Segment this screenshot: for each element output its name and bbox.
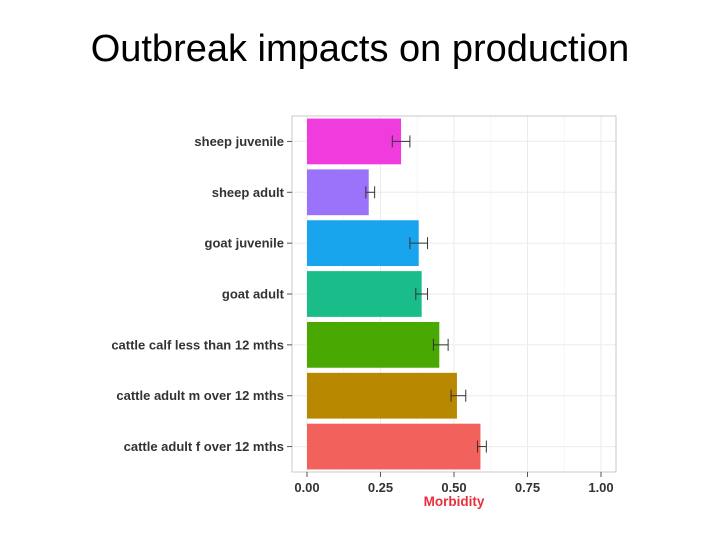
category-label: sheep juvenile: [194, 134, 284, 149]
x-axis-title: Morbidity: [424, 494, 485, 509]
bar: [307, 321, 440, 368]
category-label: goat adult: [222, 287, 285, 302]
bar: [307, 118, 402, 165]
bar: [307, 423, 481, 470]
y-axis-ticks: sheep juvenile sheep adult goat juvenile go…: [111, 134, 292, 454]
x-axis-ticks: 0.00 0.25 0.50 0.75 1.00: [294, 472, 614, 495]
bar: [307, 220, 419, 267]
x-tick-label: 0.50: [441, 480, 466, 495]
x-tick-label: 0.25: [368, 480, 393, 495]
category-label: sheep adult: [212, 185, 285, 200]
slide-title: Outbreak impacts on production: [90, 28, 630, 70]
category-label: cattle calf less than 12 mths: [111, 337, 284, 352]
category-label: cattle adult m over 12 mths: [116, 388, 284, 403]
x-tick-label: 0.00: [294, 480, 319, 495]
x-tick-label: 0.75: [515, 480, 540, 495]
bar: [307, 372, 457, 419]
x-tick-label: 1.00: [588, 480, 613, 495]
bars: [307, 118, 481, 470]
bar: [307, 169, 369, 216]
category-label: goat juvenile: [205, 236, 284, 251]
bar: [307, 271, 422, 317]
category-label: cattle adult f over 12 mths: [124, 439, 284, 454]
error-bars: [365, 135, 487, 453]
